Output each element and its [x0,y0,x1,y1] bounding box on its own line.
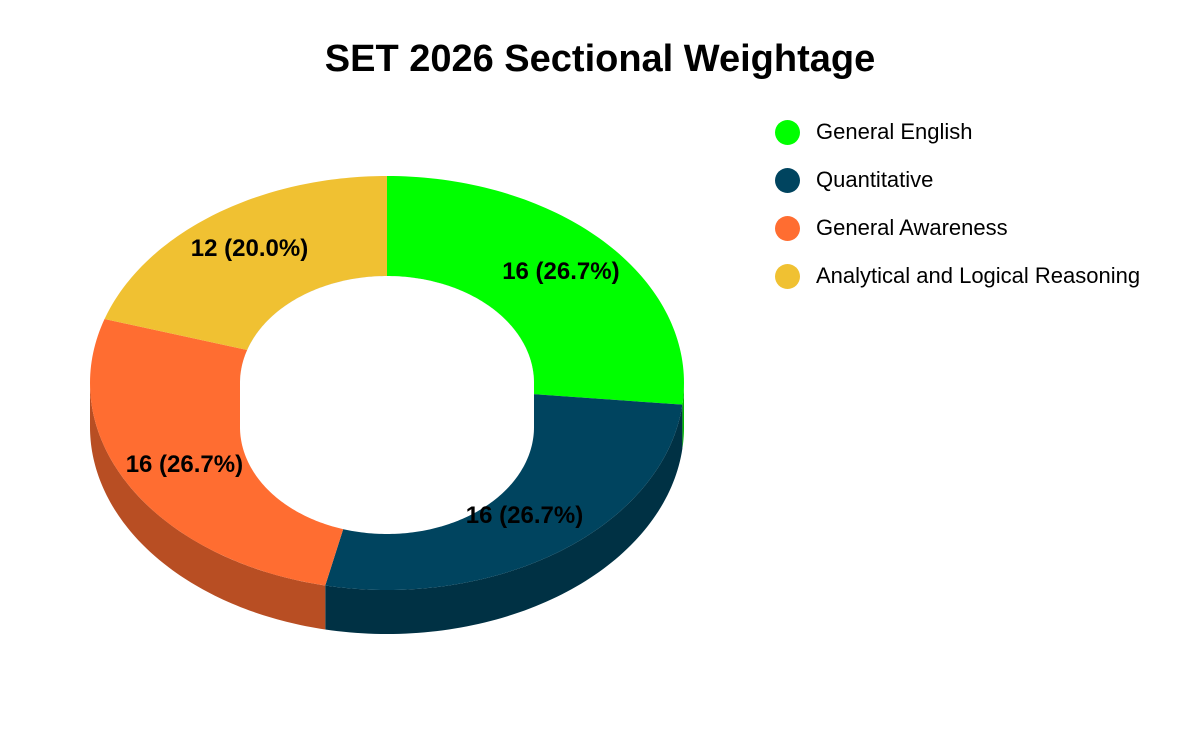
slice-label-analytical-and-logical-reasoning: 12 (20.0%) [191,235,308,262]
slice-label-general-english: 16 (26.7%) [502,258,619,285]
legend-label-general-english: General English [816,119,973,144]
donut-slice-general-english[interactable] [387,176,684,405]
donut-side-general-english [682,383,684,449]
slice-label-general-awareness: 16 (26.7%) [126,451,243,478]
donut-slice-quantitative[interactable] [325,394,683,590]
legend-item-analytical-reasoning[interactable]: Analytical and Logical Reasoning [775,252,1195,300]
legend-swatch-analytical-reasoning [775,263,800,289]
donut-side-quantitative [325,404,683,634]
legend-swatch-general-english [775,119,800,145]
legend-label-general-awareness: General Awareness [816,215,1008,240]
chart-title: SET 2026 Sectional Weightage [324,38,876,80]
legend-item-quantitative[interactable]: Quantitative [775,156,1195,204]
legend-label-quantitative: Quantitative [816,167,934,192]
donut-slice-analytical-and-logical-reasoning[interactable] [104,176,387,350]
legend: General English Quantitative General Awa… [775,108,1195,300]
donut-side-general-awareness [90,383,326,630]
donut-hole [240,276,534,534]
legend-label-analytical-reasoning: Analytical and Logical Reasoning [816,263,1141,288]
donut-slice-general-awareness[interactable] [90,319,357,586]
legend-swatch-general-awareness [775,215,800,241]
legend-item-general-english[interactable]: General English [775,108,1195,156]
legend-item-general-awareness[interactable]: General Awareness [775,204,1195,252]
legend-swatch-quantitative [775,167,800,193]
slice-label-quantitative: 16 (26.7%) [466,502,583,529]
